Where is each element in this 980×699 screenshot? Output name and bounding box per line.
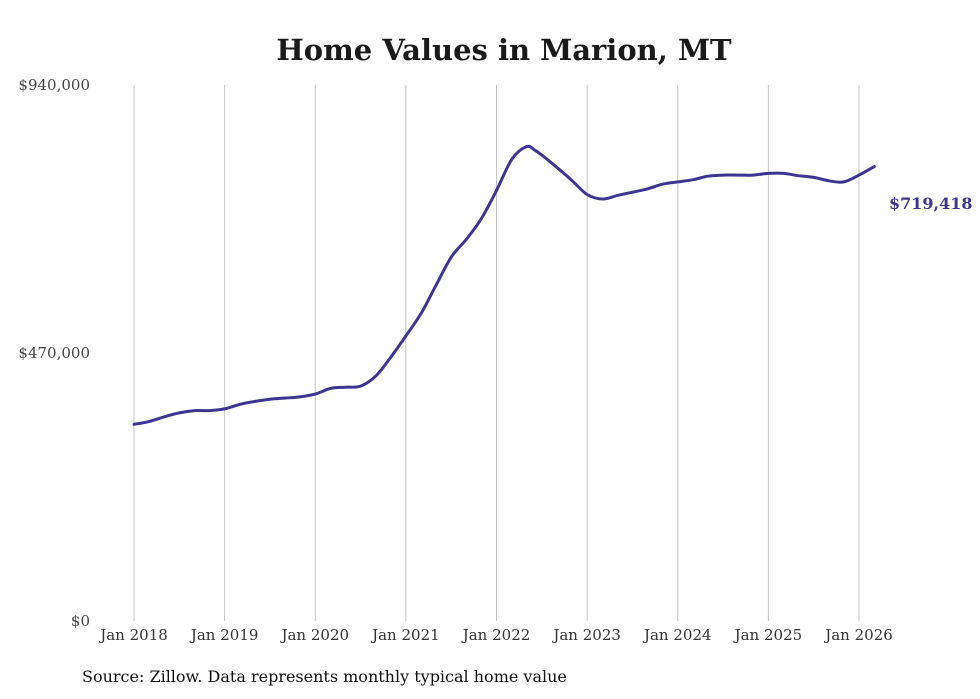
end-value-label: $719,418 (889, 194, 973, 213)
x-tick-label: Jan 2024 (642, 626, 712, 644)
x-axis-tick-labels: Jan 2018 Jan 2019 Jan 2020 Jan 2021 Jan 2022… (98, 626, 893, 644)
y-tick-label: $470,000 (18, 344, 90, 362)
x-tick-label: Jan 2026 (823, 626, 893, 644)
y-axis-tick-labels: $0 $470,000 $940,000 (18, 76, 90, 630)
gridlines (133, 85, 860, 621)
x-tick-label: Jan 2025 (733, 626, 803, 644)
y-tick-label: $0 (71, 612, 90, 630)
x-tick-label: Jan 2019 (189, 626, 259, 644)
series-line-0 (132, 144, 876, 426)
chart-title: Home Values in Marion, MT (276, 33, 732, 67)
x-tick-label: Jan 2022 (461, 626, 531, 644)
series-layer (132, 144, 876, 426)
x-tick-label: Jan 2018 (98, 626, 168, 644)
x-tick-label: Jan 2021 (370, 626, 440, 644)
source-note: Source: Zillow. Data represents monthly … (82, 667, 567, 686)
y-tick-label: $940,000 (18, 76, 90, 94)
x-tick-label: Jan 2023 (551, 626, 621, 644)
x-tick-label: Jan 2020 (279, 626, 349, 644)
